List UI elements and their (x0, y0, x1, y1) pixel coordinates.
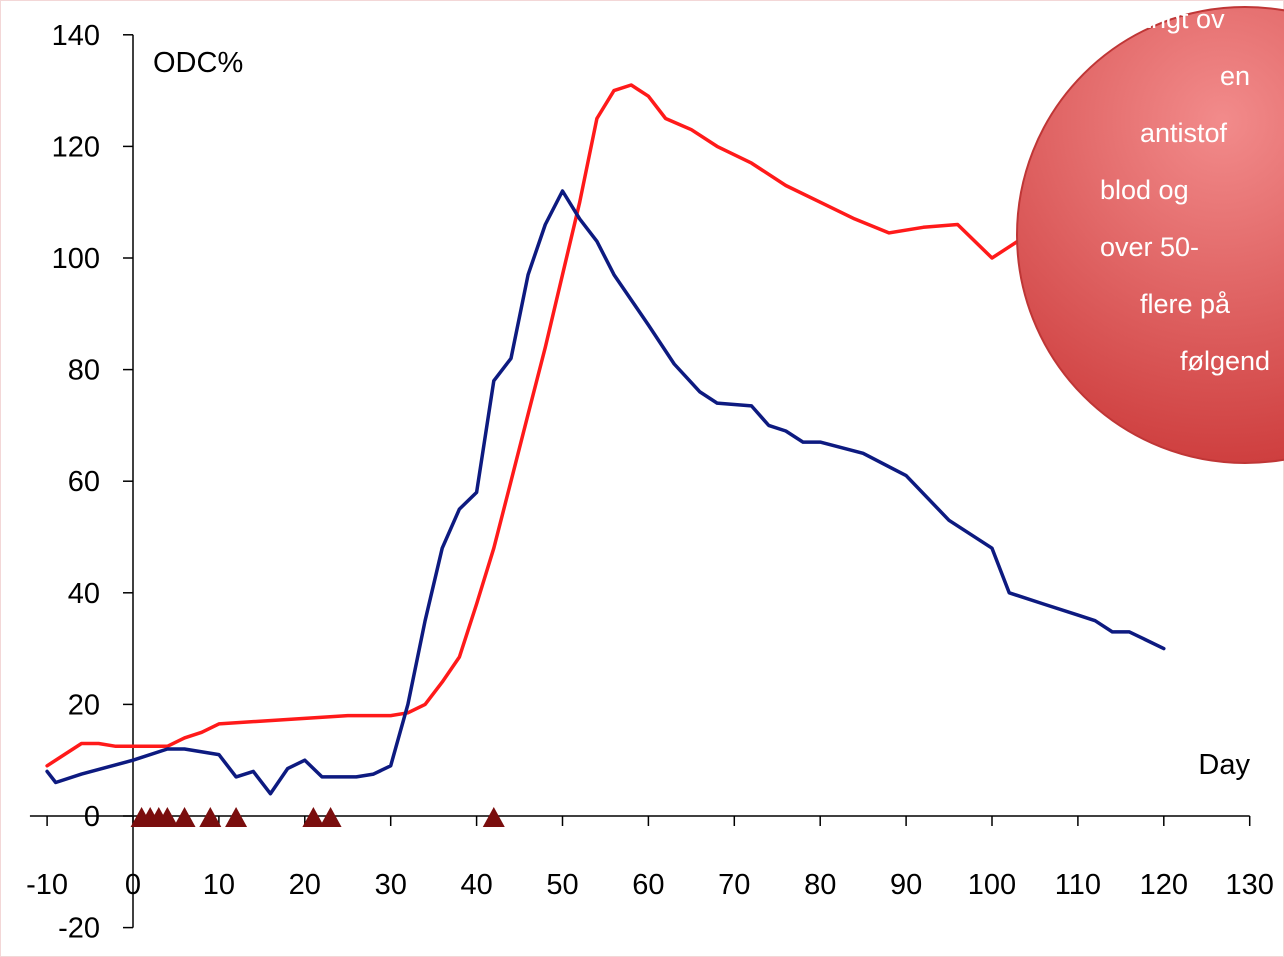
y-axis-title: ODC% (153, 47, 243, 79)
x-tick-label: 20 (289, 869, 321, 901)
y-tick-label: 60 (68, 466, 100, 498)
series-line-2 (45, 189, 1166, 796)
callout-line: langt ov (1130, 4, 1225, 34)
series-line-1 (45, 83, 1037, 768)
y-tick-label: 0 (84, 801, 100, 833)
x-tick-label: 80 (804, 869, 836, 901)
x-tick-label: 130 (1226, 869, 1274, 901)
axes: -20 0 20 40 60 80 100 120 140 -10 0 10 20 30 40 50 60 70 8… (26, 20, 1274, 945)
callout-line: en (1220, 61, 1250, 91)
x-tick-label: 50 (546, 869, 578, 901)
callout-line: over 50- (1100, 232, 1199, 262)
y-tick-label: 100 (52, 243, 100, 275)
x-tick-label: 70 (718, 869, 750, 901)
y-tick-label: 20 (68, 689, 100, 721)
dose-marker (199, 807, 222, 827)
callout-line: følgend (1180, 346, 1270, 376)
marker-layer (130, 807, 505, 827)
y-tick-label: 40 (68, 578, 100, 610)
x-tick-label: 0 (125, 869, 141, 901)
callout-line: flere på (1140, 289, 1231, 319)
dose-marker (482, 807, 505, 827)
x-tick-label: 40 (460, 869, 492, 901)
callout-text: langt ov en antistof blod og over 50- flere p… (1100, 4, 1270, 376)
y-tick-label: 80 (68, 355, 100, 387)
x-tick-label: 110 (1055, 869, 1101, 901)
dose-marker (319, 807, 342, 827)
dose-marker (225, 807, 248, 827)
x-tick-label: 90 (890, 869, 922, 901)
callout-line: antistof (1140, 118, 1228, 148)
x-tick-label: -10 (26, 869, 68, 901)
x-tick-label: 120 (1140, 869, 1188, 901)
y-tick-label: 120 (52, 131, 100, 163)
dose-marker (302, 807, 325, 827)
dose-marker (156, 807, 179, 827)
x-axis-title: Day (1198, 749, 1250, 781)
callout-line: blod og (1100, 175, 1189, 205)
y-tick-label: 140 (52, 20, 100, 52)
x-tick-label: 10 (203, 869, 235, 901)
series-layer (45, 83, 1166, 796)
x-tick-label: 30 (375, 869, 407, 901)
callout-bubble: langt ov en antistof blod og over 50- flere p… (1016, 4, 1284, 464)
callout-circle (1016, 6, 1284, 464)
dose-marker (173, 807, 196, 827)
x-tick-label: 100 (968, 869, 1016, 901)
y-tick-label: -20 (58, 913, 100, 945)
x-tick-label: 60 (632, 869, 664, 901)
